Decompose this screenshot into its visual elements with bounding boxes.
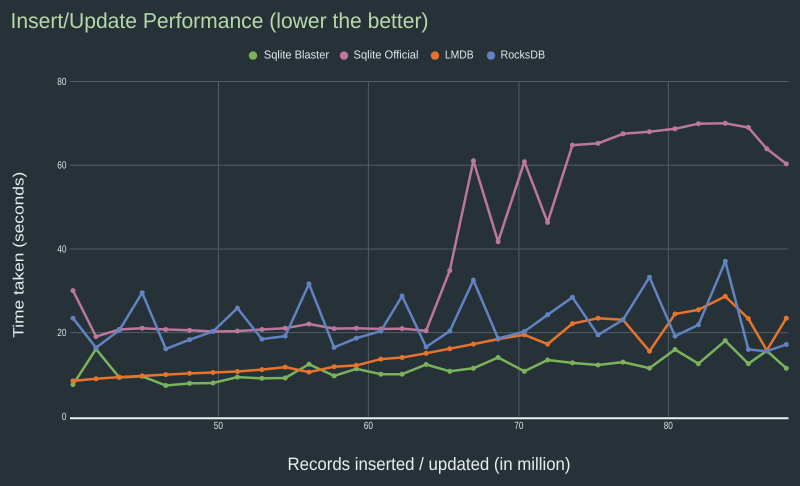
svg-text:50: 50	[214, 421, 223, 432]
svg-text:Time taken (seconds): Time taken (seconds)	[11, 172, 28, 338]
svg-text:70: 70	[514, 421, 523, 432]
svg-text:60: 60	[364, 421, 373, 432]
svg-text:Insert/Update Performance (low: Insert/Update Performance (lower the bet…	[11, 8, 429, 33]
svg-text:RocksDB: RocksDB	[501, 48, 546, 61]
svg-text:80: 80	[664, 421, 673, 432]
svg-text:80: 80	[57, 77, 66, 88]
svg-text:0: 0	[62, 412, 67, 423]
svg-text:60: 60	[57, 161, 66, 172]
svg-text:LMDB: LMDB	[445, 48, 474, 61]
svg-text:Sqlite Official: Sqlite Official	[354, 48, 419, 61]
svg-text:Sqlite Blaster: Sqlite Blaster	[264, 48, 329, 61]
svg-text:40: 40	[57, 244, 66, 255]
svg-text:20: 20	[57, 328, 66, 339]
svg-text:Records inserted / updated (in: Records inserted / updated (in million)	[288, 454, 571, 474]
